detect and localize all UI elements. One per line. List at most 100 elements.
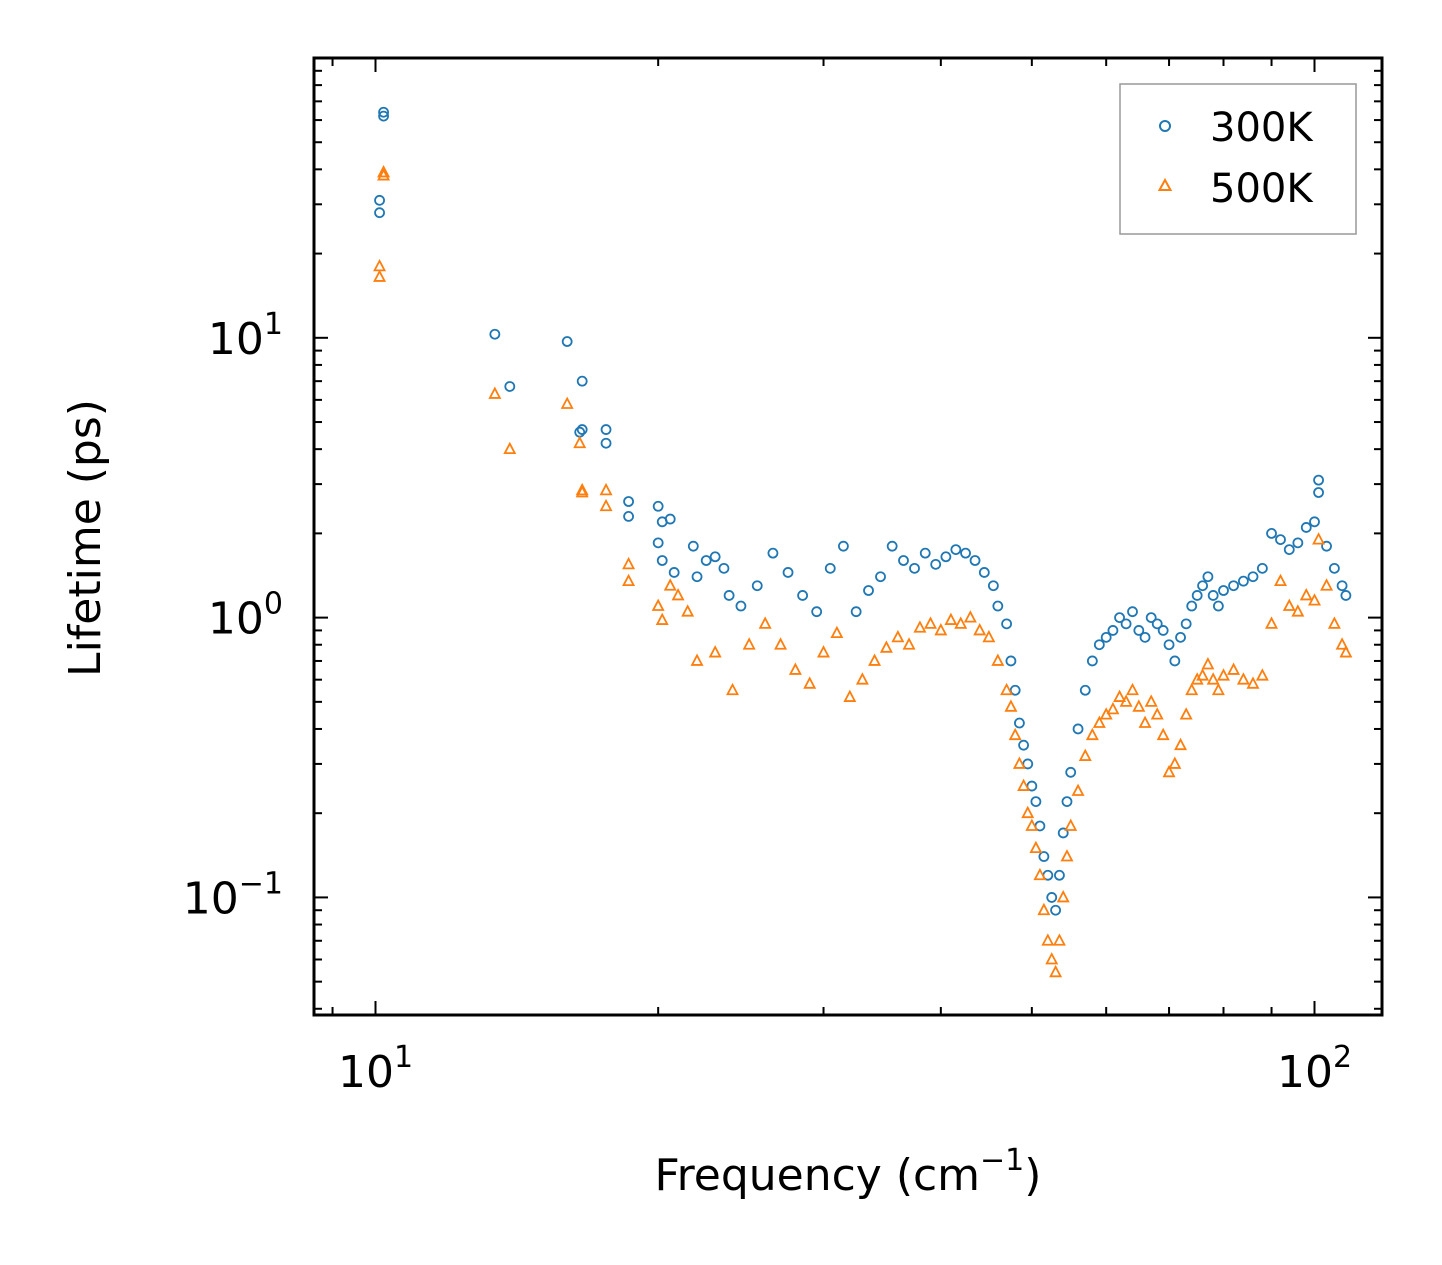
point-300k [1038, 851, 1050, 862]
point-300k [1191, 590, 1203, 601]
point-300k [1300, 522, 1312, 533]
point-500k [1217, 668, 1230, 681]
point-300k [1247, 571, 1259, 583]
point-300k [504, 381, 516, 392]
point-500k [1025, 818, 1039, 831]
x-tick-label: 101 [338, 1040, 413, 1098]
x-axis-label: Frequency (cm−1) [655, 1143, 1042, 1201]
point-500k [843, 689, 857, 702]
point-300k [1014, 717, 1025, 729]
point-500k [1092, 715, 1106, 728]
point-500k [1017, 778, 1031, 791]
point-500k [1078, 748, 1092, 761]
point-300k [1175, 631, 1186, 643]
point-500k [1227, 662, 1241, 675]
point-500k [1265, 616, 1279, 629]
point-300k [1057, 827, 1069, 839]
tick-labels: 101 102 10−1 100 101 [183, 307, 1352, 1098]
point-500k [1291, 604, 1305, 617]
point-300k [919, 547, 931, 559]
legend-box [1119, 83, 1357, 235]
point-500k [913, 620, 927, 633]
point-300k [1046, 892, 1058, 903]
point-500k [934, 622, 948, 636]
point-500k [708, 645, 722, 658]
point-300k [1228, 580, 1239, 592]
point-300k [838, 540, 849, 552]
legend: 300K 500K [1119, 83, 1357, 235]
point-300k [687, 540, 699, 552]
point-300k [489, 328, 501, 340]
point-300k [1207, 590, 1219, 601]
point-500k [377, 164, 391, 178]
point-300k [1065, 766, 1077, 778]
point-500k [1255, 668, 1269, 681]
point-500k [488, 386, 502, 399]
point-300k [992, 600, 1004, 612]
point-500k [690, 653, 704, 666]
point-300k [623, 496, 634, 507]
point-500k [1056, 889, 1070, 903]
point-500k [1029, 840, 1043, 854]
point-500k [1236, 672, 1250, 685]
point-500k [681, 604, 695, 617]
point-300k [850, 606, 862, 618]
point-300k [700, 555, 712, 566]
point-500k [1211, 682, 1225, 696]
point-500k [973, 622, 987, 636]
point-500k [1021, 805, 1035, 819]
point-300k [600, 424, 612, 435]
point-300k [1151, 618, 1163, 630]
point-500k [1144, 694, 1158, 707]
point-500k [1168, 756, 1182, 769]
point-500k [1282, 598, 1296, 611]
point-500k [1274, 573, 1287, 587]
point-300k [1266, 527, 1277, 539]
point-500k [1064, 818, 1078, 831]
point-500k [1071, 783, 1085, 796]
point-300k [767, 547, 779, 559]
point-300k [652, 500, 664, 512]
point-300k [1256, 562, 1268, 574]
legend-marker-300k [1159, 120, 1171, 132]
legend-label-500k: 500K [1210, 166, 1314, 212]
point-300k [378, 110, 389, 122]
point-500k [663, 578, 677, 591]
point-500k [991, 653, 1005, 666]
point-500k [891, 629, 905, 643]
point-500k [924, 616, 938, 629]
point-500k [788, 662, 802, 675]
point-300k [1005, 655, 1017, 667]
point-500k [1008, 727, 1022, 741]
point-300k [1321, 540, 1332, 552]
point-300k [1001, 618, 1013, 630]
point-300k [1186, 600, 1198, 612]
point-300k [960, 547, 971, 559]
y-tick-label: 101 [208, 307, 283, 365]
point-300k [1050, 904, 1061, 916]
point-300k [576, 375, 588, 387]
legend-marker-500k [1157, 177, 1173, 191]
point-500k [774, 637, 788, 650]
point-500k [671, 588, 685, 601]
point-500k [575, 482, 589, 496]
point-300k [1238, 575, 1249, 587]
point-300k [561, 336, 573, 347]
point-500k [726, 682, 740, 696]
point-300k [1018, 739, 1029, 751]
point-500k [1312, 532, 1326, 545]
point-300k [1163, 639, 1175, 651]
point-500k [1196, 668, 1210, 681]
point-300k [1328, 562, 1340, 574]
point-500k [1126, 682, 1139, 696]
point-500k [377, 168, 391, 181]
point-500k [1327, 616, 1341, 629]
point-500k [1174, 737, 1188, 751]
point-300k [1180, 618, 1192, 630]
point-300k [576, 424, 588, 435]
point-300k [1283, 544, 1295, 556]
point-500k [573, 435, 587, 449]
point-300k [723, 590, 735, 601]
point-500k [1246, 676, 1260, 689]
point-300k [691, 571, 703, 583]
